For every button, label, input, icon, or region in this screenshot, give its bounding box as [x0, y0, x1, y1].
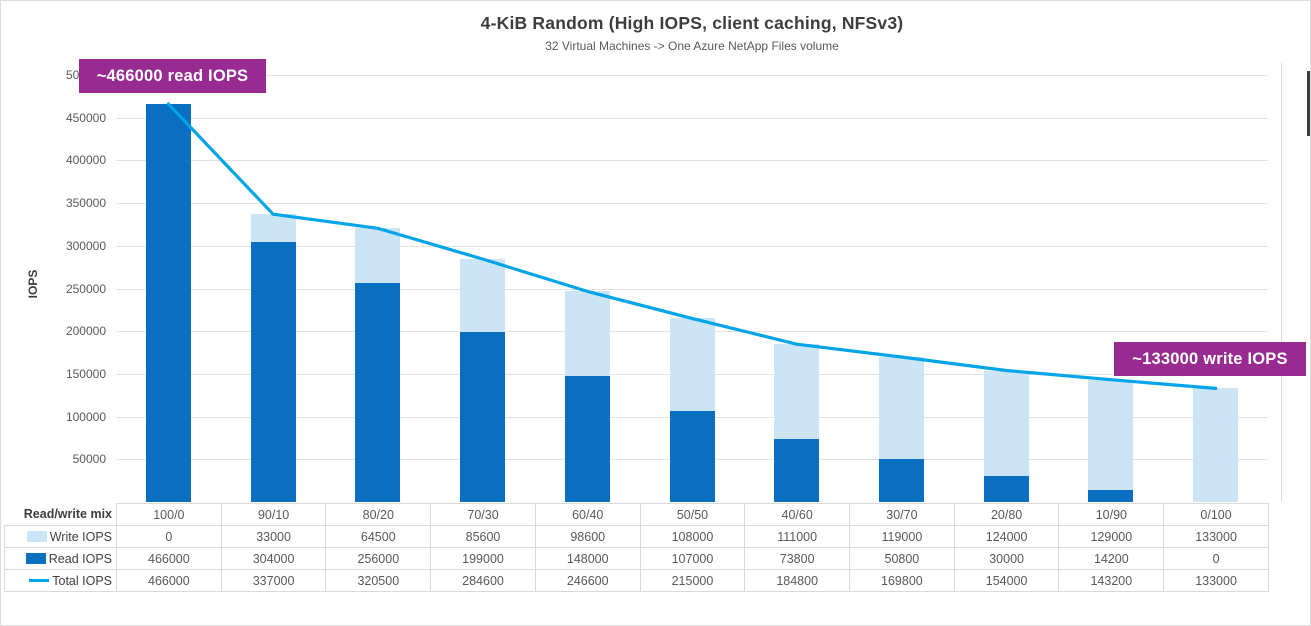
table-value-cell: 50800 [849, 547, 955, 570]
y-tick-label: 150000 [65, 366, 106, 381]
table-value-cell: 80/20 [325, 503, 432, 526]
table-value-cell: 30000 [953, 547, 1060, 570]
table-value-cell: 199000 [430, 547, 536, 570]
write-iops-bar [879, 357, 924, 459]
total-iops-legend-swatch-icon [29, 578, 50, 582]
table-value-cell: 85600 [430, 525, 536, 548]
chart-title: 4-KiB Random (High IOPS, client caching,… [480, 13, 904, 33]
read-iops-row: Read IOPS 466000 304000 256000 199000 148000 1… [4, 547, 1269, 570]
table-value-cell: 60/40 [534, 503, 641, 526]
table-value-cell: 284600 [430, 569, 536, 592]
y-tick-label: 450000 [65, 110, 106, 125]
table-value-cell: 107000 [639, 547, 746, 570]
table-value-cell: 133000 [1163, 569, 1269, 592]
table-value-cell: 304000 [220, 547, 327, 570]
y-tick-label: 300000 [65, 238, 106, 253]
read-iops-bar [250, 242, 296, 502]
table-value-cell: 337000 [220, 569, 327, 592]
table-value-cell: 108000 [639, 525, 746, 548]
gridline [116, 160, 1268, 162]
table-value-cell: 100/0 [116, 503, 222, 526]
table-value-cell: 73800 [744, 547, 851, 570]
data-table: Read/write mix 100/0 90/10 80/20 70/30 60/40 5… [4, 503, 1269, 592]
table-value-cell: 154000 [953, 569, 1060, 592]
table-value-cell: 169800 [849, 569, 955, 592]
write-iops-legend-swatch-icon [26, 530, 47, 542]
chart-subtitle: 32 Virtual Machines -> One Azure NetApp … [545, 39, 839, 53]
read-iops-bar [460, 332, 505, 502]
gridline [116, 75, 1268, 76]
table-value-cell: 33000 [220, 525, 327, 548]
table-value-cell: 98600 [534, 525, 641, 548]
table-value-cell: 466000 [116, 569, 222, 592]
write-iops-bar [250, 214, 296, 243]
y-tick-label: 400000 [65, 153, 106, 168]
y-tick-label: 200000 [65, 324, 106, 339]
gridline [116, 203, 1268, 205]
read-iops-bar [669, 410, 715, 502]
write-iops-bar [460, 259, 505, 333]
y-tick-label: 100000 [65, 409, 106, 424]
read-iops-callout: ~466000 read IOPS [79, 59, 266, 93]
table-value-cell: 133000 [1163, 525, 1269, 548]
table-value-cell: 256000 [325, 547, 432, 570]
data-table-host: Read/write mix 100/0 90/10 80/20 70/30 60/40 5… [4, 503, 1269, 592]
table-value-cell: 124000 [953, 525, 1060, 548]
read-iops-bar [879, 458, 924, 502]
y-tick-label: 350000 [65, 196, 106, 211]
write-iops-bar [774, 344, 820, 439]
table-value-cell: 111000 [744, 525, 851, 548]
table-value-cell: 50/50 [639, 503, 746, 526]
y-tick-label: 50000 [72, 452, 106, 467]
legend-label-cell: Read IOPS [4, 547, 117, 570]
table-value-cell: 129000 [1058, 525, 1165, 548]
table-value-cell: 64500 [325, 525, 432, 548]
write-iops-bar [1193, 388, 1239, 502]
table-value-cell: 10/90 [1058, 503, 1165, 526]
legend-label-cell: Write IOPS [4, 525, 117, 548]
table-value-cell: 119000 [849, 525, 955, 548]
read-iops-bar [564, 375, 610, 502]
table-value-cell: 184800 [744, 569, 851, 592]
x-axis-row: Read/write mix 100/0 90/10 80/20 70/30 60/40 5… [4, 503, 1269, 526]
y-tick-label: 250000 [65, 281, 106, 296]
read-iops-bar [355, 283, 401, 502]
gridline [116, 117, 1268, 119]
table-value-cell: 20/80 [953, 503, 1060, 526]
table-value-cell: 320500 [325, 569, 432, 592]
x-axis-label-cell: Read/write mix [4, 503, 117, 526]
table-value-cell: 0/100 [1163, 503, 1269, 526]
write-iops-bar [564, 291, 610, 376]
write-iops-bar [983, 370, 1029, 477]
table-value-cell: 246600 [534, 569, 641, 592]
table-value-cell: 466000 [116, 547, 222, 570]
write-iops-bar [669, 318, 715, 411]
table-value-cell: 0 [116, 525, 222, 548]
table-value-cell: 70/30 [430, 503, 536, 526]
table-value-cell: 90/10 [220, 503, 327, 526]
read-iops-bar [983, 476, 1029, 502]
table-value-cell: 0 [1163, 547, 1269, 570]
scrollbar-thumb[interactable] [1307, 71, 1310, 136]
total-iops-row: Total IOPS 466000 337000 320500 284600 246600… [4, 569, 1269, 592]
read-iops-legend-swatch-icon [25, 552, 46, 564]
table-value-cell: 30/70 [849, 503, 955, 526]
table-value-cell: 40/60 [744, 503, 851, 526]
read-iops-bar [1088, 489, 1134, 502]
read-iops-bar [145, 104, 191, 502]
table-value-cell: 14200 [1058, 547, 1165, 570]
table-value-cell: 143200 [1058, 569, 1165, 592]
plot-right-border [1281, 63, 1282, 502]
read-iops-bar [774, 439, 820, 502]
legend-label-cell: Total IOPS [4, 569, 117, 592]
write-iops-callout: ~133000 write IOPS [1114, 342, 1306, 376]
table-value-cell: 215000 [639, 569, 746, 592]
write-iops-bar [1088, 379, 1134, 490]
write-iops-bar [355, 228, 401, 284]
write-iops-row: Write IOPS 0 33000 64500 85600 98600 108000 111… [4, 525, 1269, 548]
table-value-cell: 148000 [534, 547, 641, 570]
